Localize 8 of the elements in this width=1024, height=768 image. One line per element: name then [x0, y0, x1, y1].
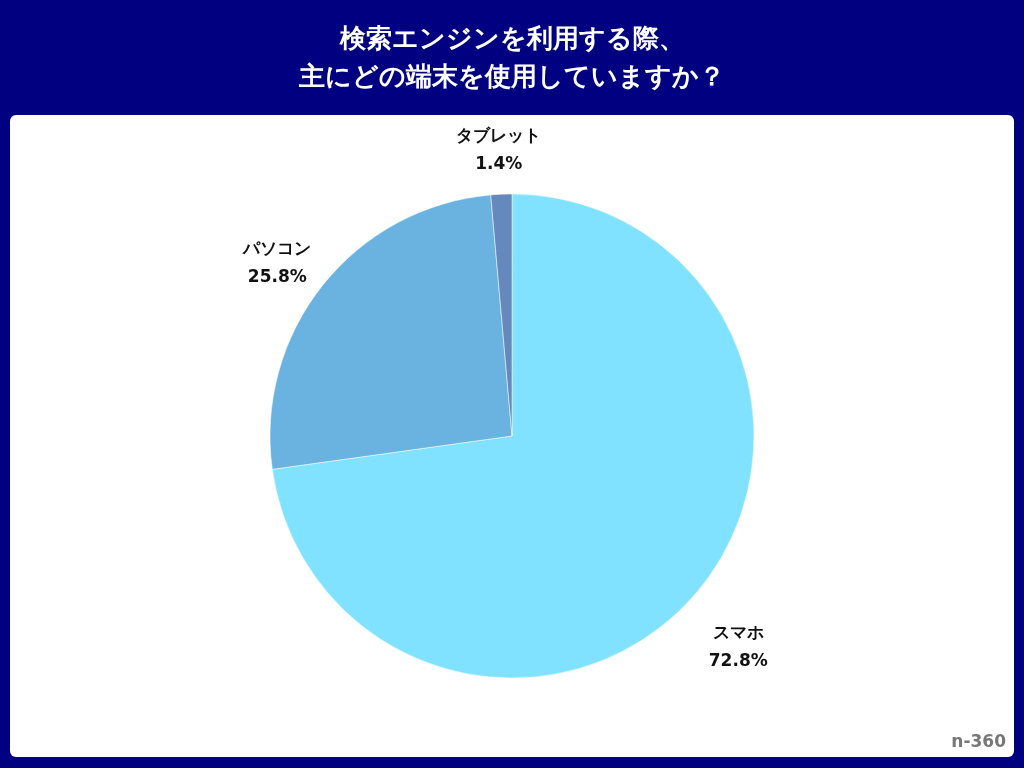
- slice-label: スマホ: [712, 621, 764, 642]
- data-label: 1.4%: [475, 153, 523, 174]
- slice-label: タブレット: [456, 125, 542, 146]
- chart-title: 検索エンジンを利用する際、主にどの端末を使用していますか？: [299, 21, 725, 93]
- data-label: 72.8%: [708, 649, 768, 670]
- text: n-360: [951, 731, 1006, 751]
- slice-label: パソコン: [242, 238, 312, 259]
- data-label: 25.8%: [247, 266, 307, 287]
